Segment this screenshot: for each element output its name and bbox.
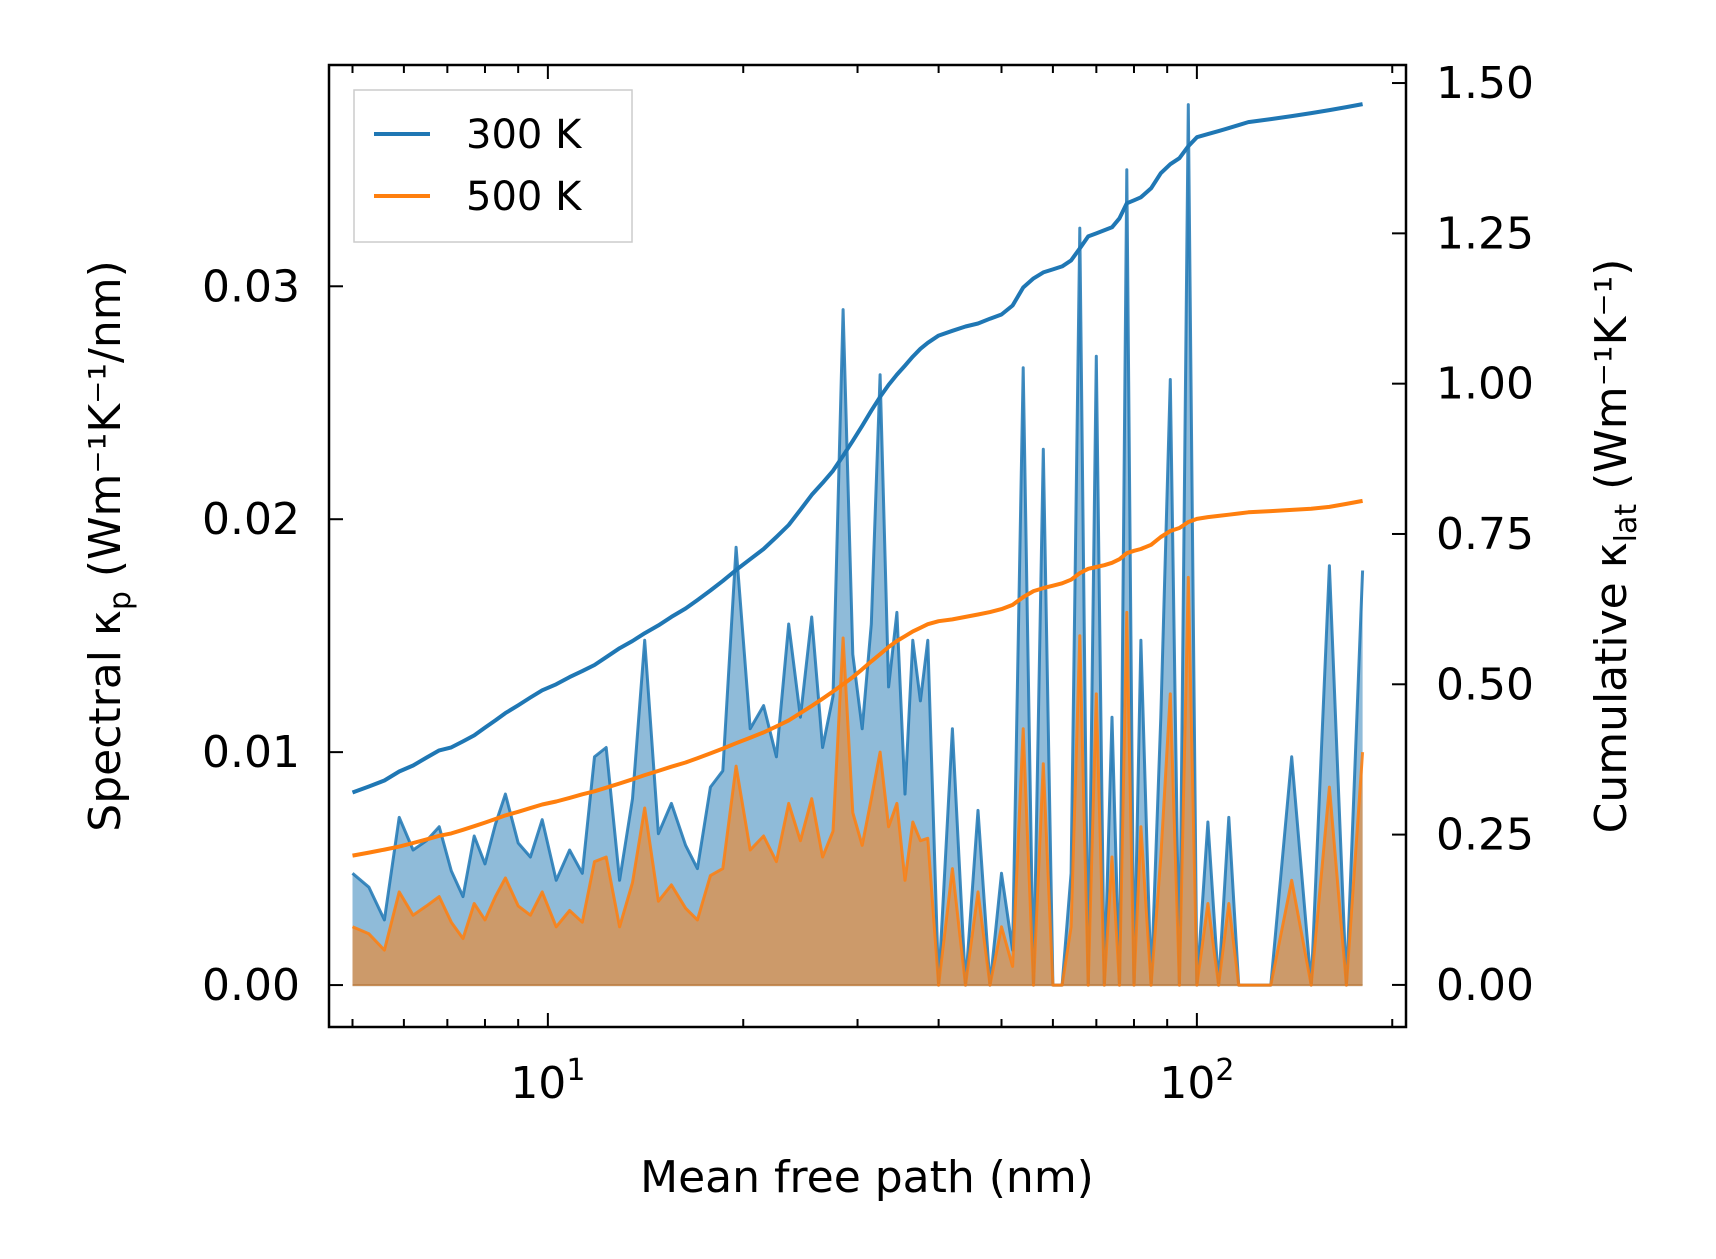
y-left-tick-label: 0.00: [202, 960, 300, 1011]
y-left-label-main: Spectral κ: [80, 610, 131, 832]
spectral-fills: [352, 104, 1363, 986]
spectral-fill-500k: [352, 577, 1363, 986]
legend-label-500k: 500 K: [466, 174, 583, 220]
spectral-fill-300k: [352, 104, 1363, 986]
legend: 300 K 500 K: [353, 89, 633, 243]
ticks: [329, 65, 1406, 1027]
x-tick-label-exponent: 1: [566, 1053, 585, 1088]
y-right-label-space: [1586, 490, 1637, 504]
legend-box: [353, 89, 633, 243]
y-left-tick-label: 0.03: [202, 261, 300, 312]
plot-frame: [327, 63, 1408, 1029]
x-tick-label: 102: [1159, 1053, 1234, 1109]
y-left-tick-label: 0.02: [202, 494, 300, 545]
legend-label-300k: 300 K: [466, 112, 583, 158]
plot-area: [327, 63, 1408, 1029]
cumulative-line-500k: [352, 498, 1363, 858]
y-left-label-space: [80, 577, 131, 591]
y-left-tick-label: 0.01: [202, 727, 300, 778]
tick-labels: 101 1020.000.010.020.030.000.250.500.751.…: [202, 58, 1534, 1109]
y-right-tick-label: 0.00: [1436, 960, 1534, 1011]
spectral-line-300k: [351, 103, 1365, 987]
x-tick-label-base: 10: [510, 1058, 566, 1109]
y-right-label-main: Cumulative κ: [1586, 542, 1637, 833]
cumulative-line-300k: [351, 102, 1363, 795]
y-right-tick-label: 1.25: [1436, 208, 1534, 259]
y-right-tick-label: 0.50: [1436, 659, 1534, 710]
x-tick-label-base: 10: [1159, 1058, 1215, 1109]
spectral-line-500k: [351, 575, 1365, 987]
spectral-lines: [351, 103, 1365, 987]
x-axis-label: Mean free path (nm): [640, 1152, 1094, 1203]
y-left-label-sub: p: [103, 591, 138, 610]
y-right-label-sub: lat: [1609, 504, 1644, 543]
y-right-tick-label: 0.75: [1436, 509, 1534, 560]
y-axis-left-label: Spectral κp (Wm⁻¹K⁻¹/nm): [80, 260, 138, 831]
y-right-tick-label: 0.25: [1436, 810, 1534, 861]
y-right-tick-label: 1.50: [1436, 58, 1534, 109]
x-tick-label: 101: [510, 1053, 585, 1109]
x-tick-label-exponent: 2: [1215, 1053, 1234, 1088]
cumulative-lines: [351, 102, 1363, 858]
y-right-label-unit: (Wm⁻¹K⁻¹): [1586, 259, 1637, 490]
y-left-label-unit: (Wm⁻¹K⁻¹/nm): [80, 260, 131, 577]
y-axis-right-label: Cumulative κlat (Wm⁻¹K⁻¹): [1586, 259, 1644, 834]
y-right-tick-label: 1.00: [1436, 359, 1534, 410]
